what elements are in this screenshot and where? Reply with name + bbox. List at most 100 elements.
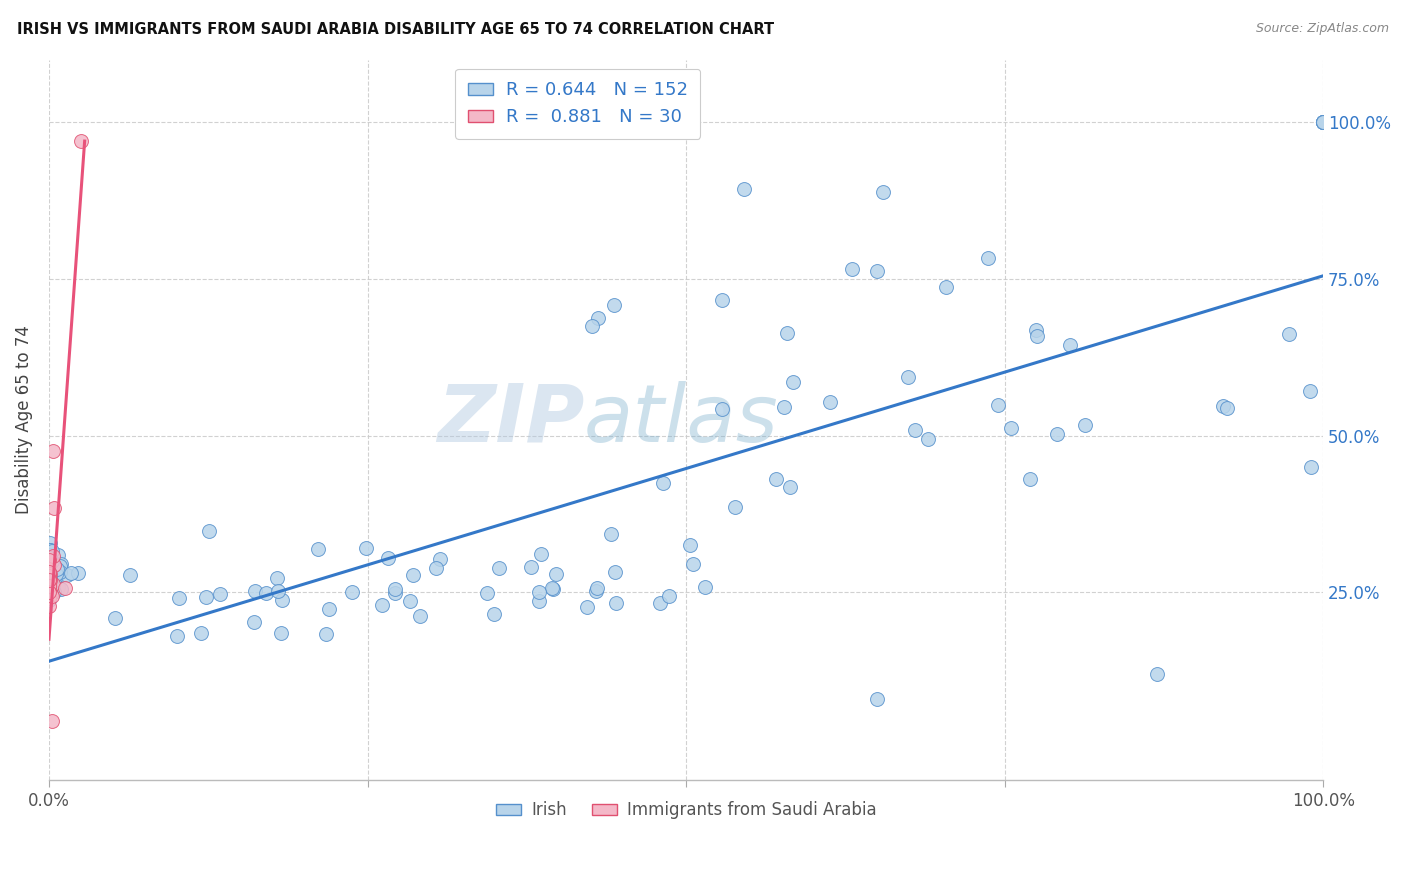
Point [429, 552, 451, 566]
Point [42, 552, 65, 566]
Point [1046, 427, 1069, 442]
Point [190, 626, 212, 640]
Point [724, 500, 747, 515]
Point [1312, 115, 1334, 129]
Point [1312, 115, 1334, 129]
Point [384, 582, 406, 597]
Point [38, 564, 60, 578]
Point [371, 598, 394, 612]
Point [1018, 472, 1040, 486]
Point [1299, 384, 1322, 398]
Point [42, 500, 65, 515]
Point [42, 444, 65, 458]
Point [39, 574, 62, 588]
Point [872, 185, 894, 199]
Point [267, 584, 290, 599]
Point [772, 401, 794, 415]
Point [600, 526, 623, 541]
Point [53, 581, 76, 595]
Point [585, 581, 607, 595]
Point [39, 556, 62, 570]
Point [38, 551, 60, 566]
Point [208, 587, 231, 601]
Point [243, 584, 266, 599]
Point [695, 581, 717, 595]
Point [38, 566, 60, 580]
Point [648, 596, 671, 610]
Point [935, 279, 957, 293]
Point [38, 566, 60, 580]
Point [529, 593, 551, 607]
Point [865, 264, 887, 278]
Point [44, 558, 66, 573]
Point [318, 602, 340, 616]
Point [1299, 459, 1322, 474]
Text: atlas: atlas [583, 381, 779, 459]
Point [38, 566, 60, 580]
Point [38, 558, 60, 573]
Point [118, 568, 141, 582]
Point [39, 566, 62, 581]
Text: Source: ZipAtlas.com: Source: ZipAtlas.com [1256, 22, 1389, 36]
Point [49, 557, 72, 571]
Point [45, 566, 67, 581]
Point [1216, 401, 1239, 416]
Point [38, 585, 60, 599]
Point [307, 541, 329, 556]
Point [765, 472, 787, 486]
Point [60, 566, 83, 580]
Point [776, 326, 799, 341]
Point [682, 557, 704, 571]
Point [69, 134, 91, 148]
Point [38, 573, 60, 587]
Point [904, 423, 927, 437]
Point [841, 261, 863, 276]
Point [1000, 420, 1022, 434]
Point [104, 610, 127, 624]
Legend: Irish, Immigrants from Saudi Arabia: Irish, Immigrants from Saudi Arabia [489, 795, 883, 826]
Point [399, 594, 422, 608]
Point [41, 544, 63, 558]
Point [1074, 417, 1097, 432]
Point [41, 714, 63, 728]
Point [315, 627, 337, 641]
Point [38, 569, 60, 583]
Point [530, 548, 553, 562]
Point [408, 608, 430, 623]
Point [38, 591, 60, 606]
Point [897, 369, 920, 384]
Y-axis label: Disability Age 65 to 74: Disability Age 65 to 74 [15, 326, 32, 515]
Point [39, 581, 62, 595]
Point [658, 589, 681, 603]
Point [356, 541, 378, 555]
Point [711, 401, 734, 416]
Point [48, 580, 70, 594]
Point [198, 524, 221, 539]
Point [38, 545, 60, 559]
Point [41, 573, 63, 587]
Point [38, 599, 60, 614]
Point [38, 552, 60, 566]
Point [42, 549, 65, 564]
Point [603, 298, 626, 312]
Point [41, 573, 63, 587]
Point [39, 569, 62, 583]
Point [384, 586, 406, 600]
Point [1212, 399, 1234, 413]
Point [38, 573, 60, 587]
Point [41, 589, 63, 603]
Point [38, 567, 60, 582]
Point [56, 568, 79, 582]
Point [41, 584, 63, 599]
Point [39, 574, 62, 588]
Point [38, 551, 60, 566]
Point [38, 569, 60, 583]
Point [254, 585, 277, 599]
Point [38, 593, 60, 607]
Point [41, 553, 63, 567]
Point [581, 318, 603, 333]
Text: IRISH VS IMMIGRANTS FROM SAUDI ARABIA DISABILITY AGE 65 TO 74 CORRELATION CHART: IRISH VS IMMIGRANTS FROM SAUDI ARABIA DI… [17, 22, 773, 37]
Point [340, 585, 363, 599]
Point [38, 578, 60, 592]
Point [38, 572, 60, 586]
